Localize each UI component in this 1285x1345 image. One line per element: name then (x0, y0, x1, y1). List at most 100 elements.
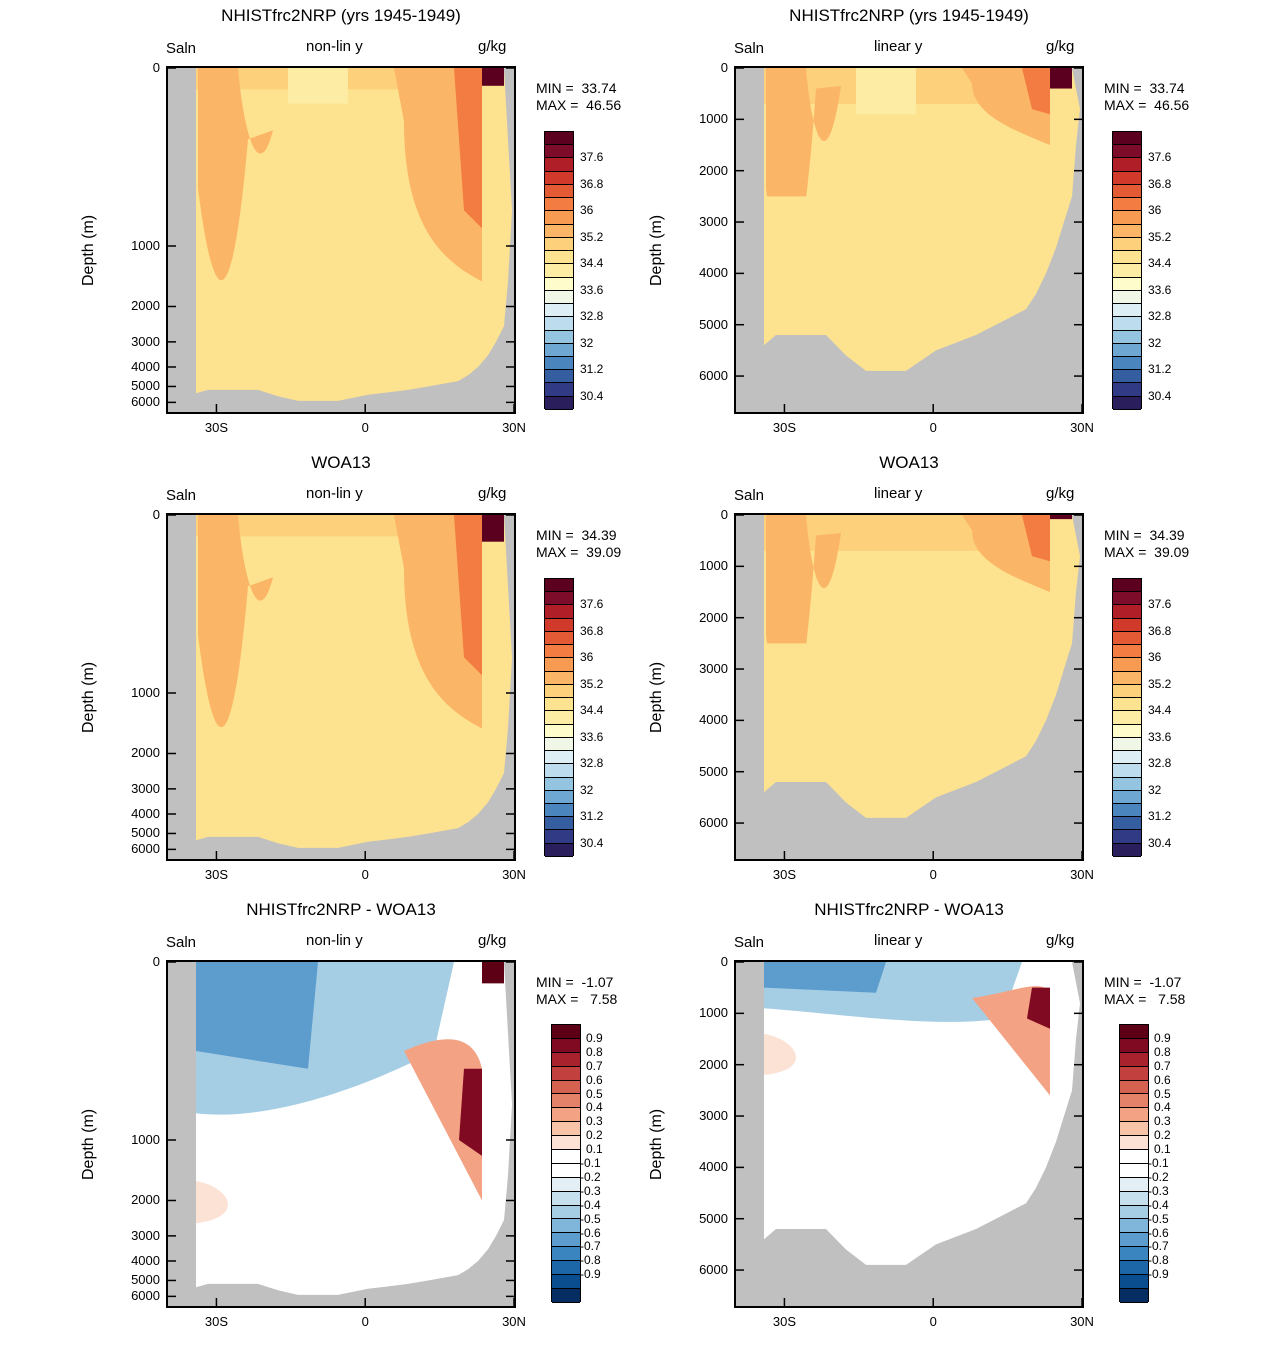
min-value: MIN = 33.74 (536, 80, 617, 96)
x-tick-label: 0 (361, 420, 369, 435)
colorbar-label: 35.2 (1148, 229, 1172, 244)
min-value: MIN = 34.39 (1104, 527, 1185, 543)
colorbar-swatch (552, 1038, 580, 1053)
colorbar-label: 31.2 (580, 809, 604, 824)
y-tick-label: 1000 (131, 1132, 160, 1147)
colorbar-label: 32.8 (1148, 756, 1172, 771)
colorbar-label: -0.9 (1148, 1267, 1169, 1282)
colorbar-swatch (1120, 1163, 1148, 1178)
colorbar-label: -0.5 (1148, 1211, 1169, 1226)
colorbar-swatch (545, 171, 573, 185)
fresh-patch (288, 68, 348, 104)
colorbar-label: 0.5 (586, 1086, 603, 1101)
land-mask (168, 515, 514, 859)
colorbar-swatch (545, 356, 573, 371)
colorbar-swatch (1113, 830, 1141, 844)
colorbar-label: 36.8 (580, 176, 604, 191)
units-label: g/kg (478, 38, 507, 55)
colorbar-label: 36.8 (580, 623, 604, 638)
panel-title: NHISTfrc2NRP (yrs 1945-1949) (221, 6, 461, 25)
min-value: MIN = 34.39 (536, 527, 617, 543)
colorbar-swatch (1120, 1205, 1148, 1220)
colorbar-swatch (552, 1261, 580, 1276)
colorbar-swatch (552, 1136, 580, 1151)
colorbar-label: -0.3 (580, 1183, 601, 1198)
colorbar-label: -0.1 (580, 1156, 601, 1170)
colorbar-swatch (1113, 370, 1141, 384)
colorbar-swatch (545, 790, 573, 804)
colorbar-swatch (552, 1025, 580, 1039)
colorbar-swatch (545, 184, 573, 199)
colorbar-swatch (545, 224, 573, 238)
colorbar-swatch (1113, 658, 1141, 672)
colorbar-swatch (545, 671, 573, 685)
land-mask (736, 962, 1082, 1306)
colorbar-label: 35.2 (580, 676, 604, 691)
y-tick-label: 0 (152, 60, 160, 75)
colorbar-swatch (1113, 737, 1141, 752)
x-tick-label: 0 (361, 867, 369, 882)
colorbar-swatch (1113, 751, 1141, 765)
y-axis-label: Depth (m) (80, 214, 97, 286)
colorbar-swatch (545, 605, 573, 619)
y-tick-label: 5000 (131, 1272, 160, 1288)
max-cell (1050, 515, 1072, 520)
colorbar-swatch (1113, 184, 1141, 199)
max-value: MAX = 7.58 (536, 991, 618, 1007)
x-tick-label: 0 (361, 1314, 369, 1329)
colorbar-swatch (552, 1247, 580, 1262)
y-tick-label: 4000 (131, 805, 160, 821)
colorbar-label: 32.8 (580, 309, 604, 324)
colorbar-swatch (1113, 592, 1141, 606)
y-tick-label: 2000 (131, 298, 160, 314)
colorbar-label: 32 (580, 335, 594, 350)
colorbar-swatch (552, 1163, 580, 1178)
colorbar-swatch (545, 764, 573, 778)
colorbar-swatch (552, 1150, 580, 1164)
y-tick-label: 2000 (131, 1192, 160, 1208)
y-tick-label: 1000 (131, 238, 160, 253)
colorbar-label: 33.6 (580, 729, 604, 744)
heatmap-field (736, 68, 1082, 412)
colorbar-label: 0.1 (586, 1142, 603, 1157)
min-value: MIN = -1.07 (536, 974, 614, 990)
y-tick-label: 6000 (131, 1288, 160, 1304)
y-tick-label: 5000 (699, 316, 728, 332)
y-axis-label: Depth (m) (80, 1108, 97, 1180)
y-tick-label: 4000 (131, 1252, 160, 1268)
colorbar-swatch (1113, 277, 1141, 291)
colorbar-swatch (1113, 158, 1141, 172)
colorbar-swatch (1113, 264, 1141, 278)
colorbar-swatch (545, 698, 573, 712)
colorbar-label: 33.6 (1148, 729, 1172, 744)
variable-label: Saln (734, 40, 765, 57)
colorbar-label: -0.7 (580, 1239, 601, 1254)
colorbar-label: 0.1 (1154, 1142, 1171, 1157)
colorbar (551, 1024, 581, 1303)
y-tick-label: 1000 (699, 1005, 728, 1021)
y-tick-label: 5000 (699, 1210, 728, 1226)
y-tick-label: 6000 (131, 394, 160, 410)
colorbar-swatch (545, 198, 573, 212)
colorbar-swatch (1113, 383, 1141, 397)
colorbar-swatch (1113, 817, 1141, 831)
land-mask (168, 68, 514, 412)
colorbar-label: 0.4 (1154, 1100, 1171, 1115)
colorbar-swatch (1113, 645, 1141, 659)
colorbar-swatch (552, 1094, 580, 1109)
colorbar-swatch (545, 304, 573, 318)
north-core (1022, 68, 1050, 115)
y-axis-label: Depth (m) (648, 214, 665, 286)
colorbar-swatch (545, 592, 573, 606)
colorbar-swatch (1113, 711, 1141, 725)
units-label: g/kg (478, 485, 507, 502)
colorbar-label: 37.6 (1148, 150, 1172, 165)
colorbar-swatch (545, 724, 573, 738)
colorbar-swatch (552, 1205, 580, 1220)
colorbar-swatch (545, 711, 573, 725)
colorbar-swatch (545, 237, 573, 252)
colorbar-swatch (1120, 1191, 1148, 1206)
plot-area (166, 960, 516, 1308)
chart-panel-model-nonlin: NHISTfrc2NRP (yrs 1945-1949) Saln non-lin … (80, 0, 720, 447)
colorbar-label: 36 (580, 650, 594, 665)
